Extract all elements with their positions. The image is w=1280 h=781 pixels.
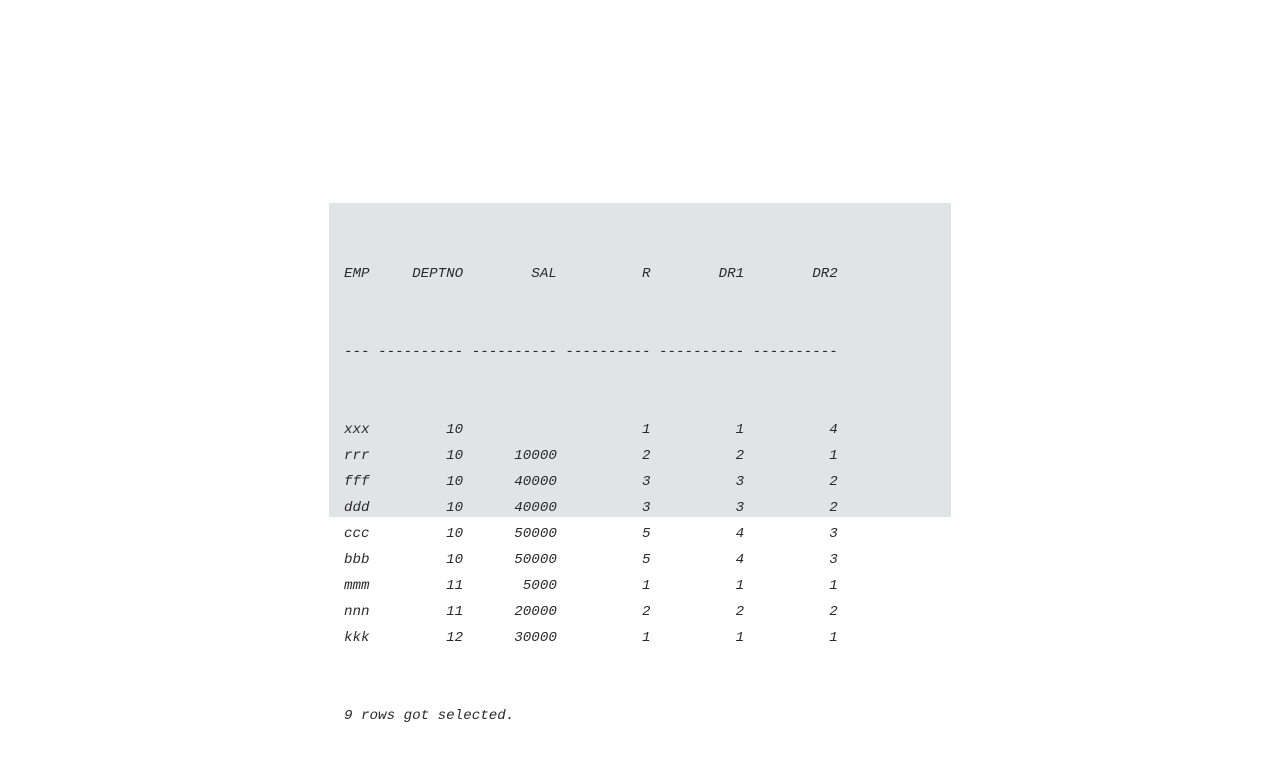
result-row: nnn 11 20000 2 2 2 xyxy=(344,604,838,620)
sql-output-text: EMP DEPTNO SAL R DR1 DR2 --- ---------- … xyxy=(344,209,951,781)
row-count-message: 9 rows got selected. xyxy=(344,708,515,724)
column-header-row: EMP DEPTNO SAL R DR1 DR2 xyxy=(344,266,838,282)
result-row: xxx 10 1 1 4 xyxy=(344,422,838,438)
result-row: ddd 10 40000 3 3 2 xyxy=(344,500,838,516)
result-rows: xxx 10 1 1 4 rrr 10 10000 2 2 1 fff 10 400… xyxy=(344,417,951,651)
result-row: kkk 12 30000 1 1 1 xyxy=(344,630,838,646)
result-row: fff 10 40000 3 3 2 xyxy=(344,474,838,490)
sql-output-block: EMP DEPTNO SAL R DR1 DR2 --- ---------- … xyxy=(329,203,951,724)
result-row: bbb 10 50000 5 4 3 xyxy=(344,552,838,568)
column-separator-row: --- ---------- ---------- ---------- ---… xyxy=(344,344,838,360)
result-row: rrr 10 10000 2 2 1 xyxy=(344,448,838,464)
result-row: ccc 10 50000 5 4 3 xyxy=(344,526,838,542)
result-row: mmm 11 5000 1 1 1 xyxy=(344,578,838,594)
